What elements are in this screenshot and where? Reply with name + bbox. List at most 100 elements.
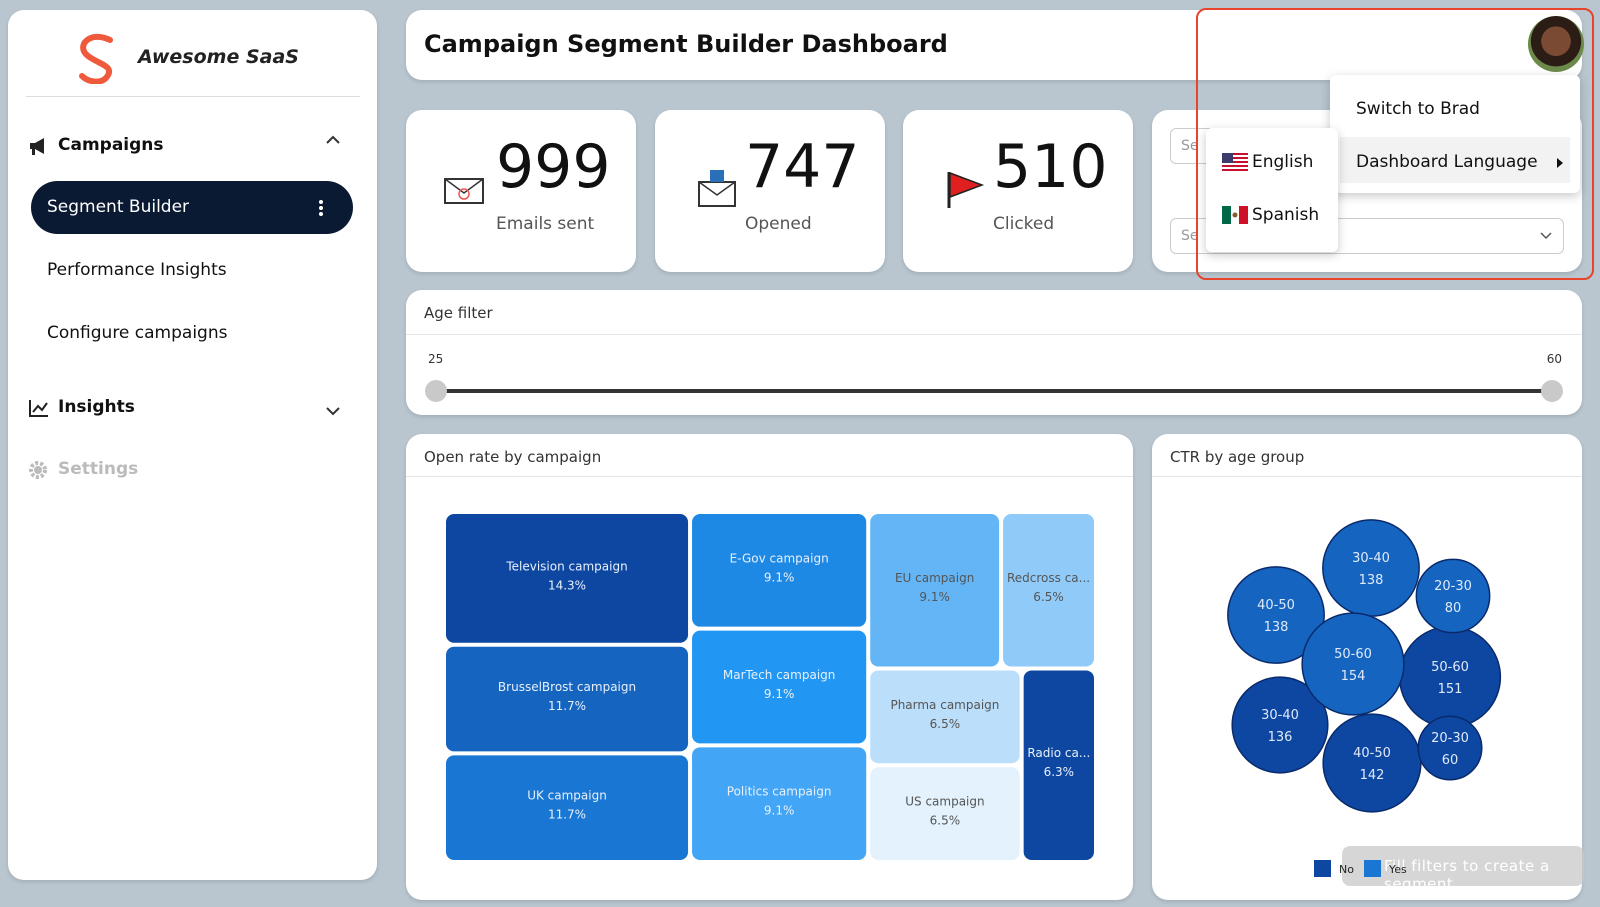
bubble — [1398, 625, 1502, 729]
kpi-card: 510 Clicked — [903, 110, 1133, 272]
select-chevron[interactable] — [1540, 232, 1552, 240]
cell-label: US campaign — [905, 795, 984, 809]
kpi-value: 999 — [496, 132, 611, 202]
kpi-card: 747 Opened — [655, 110, 885, 272]
card-title: CTR by age group — [1170, 448, 1305, 466]
select[interactable]: Se — [1170, 218, 1564, 254]
kpi-label: Clicked — [993, 214, 1055, 234]
nav-performance[interactable]: Performance Insights — [47, 260, 227, 280]
bubble-value: 142 — [1360, 768, 1385, 783]
chevron-down[interactable] — [326, 406, 340, 416]
nav-segment-builder[interactable]: Segment Builder — [47, 197, 190, 217]
cell-value: 6.5% — [930, 717, 961, 731]
bubble-label: 20-30 — [1434, 579, 1472, 594]
nav-insights[interactable]: Insights — [58, 397, 135, 417]
user-menu: Switch to Brad Dashboard Language — [1330, 75, 1580, 193]
menu-item[interactable]: Switch to Brad — [1356, 99, 1480, 119]
bubble — [1417, 715, 1483, 781]
flag-icon — [947, 171, 985, 208]
bubble-label: 20-30 — [1431, 731, 1469, 746]
toast: Fill filters to create a segment — [1342, 846, 1584, 893]
bubble-value: 136 — [1268, 730, 1293, 745]
menu-item[interactable]: Dashboard Language — [1356, 152, 1538, 172]
cell-label: Radio ca... — [1027, 746, 1090, 760]
insights-icon — [29, 400, 48, 417]
treemap-cell — [692, 630, 867, 744]
header: Campaign Segment Builder Dashboard — [406, 10, 1582, 80]
sidebar: Awesome SaaS Campaigns Segment Builder P… — [8, 10, 377, 880]
bubble-value: 80 — [1445, 601, 1462, 616]
cell-value: 11.7% — [548, 699, 586, 713]
kpi-label: Opened — [745, 214, 812, 234]
cell-label: BrusselBrost campaign — [498, 680, 636, 694]
bubble-value: 151 — [1438, 682, 1463, 697]
treemap-cell — [870, 670, 1020, 764]
treemap-cell — [870, 514, 1000, 667]
cell-value: 9.1% — [764, 687, 795, 701]
bubble — [1415, 558, 1491, 634]
bubble — [1231, 676, 1329, 774]
treemap-cell — [1003, 514, 1094, 667]
bubble-label: 30-40 — [1352, 551, 1390, 566]
slider-handle[interactable] — [425, 380, 447, 402]
treemap-cell — [446, 755, 689, 860]
nav-active[interactable]: Segment Builder — [31, 181, 353, 234]
bubble — [1301, 612, 1405, 716]
slider-handle[interactable] — [1541, 380, 1563, 402]
bubble-label: 40-50 — [1353, 746, 1391, 761]
flag-mx — [1222, 206, 1248, 224]
bubble-value: 138 — [1264, 620, 1289, 635]
bubble-label: 30-40 — [1261, 708, 1299, 723]
cell-label: MarTech campaign — [723, 668, 836, 682]
treemap-cell — [446, 514, 689, 643]
cell-value: 11.7% — [548, 808, 586, 822]
cell-value: 6.5% — [1033, 590, 1064, 604]
legend-label: No — [1339, 863, 1354, 876]
card-title: Age filter — [424, 304, 493, 322]
kpi-value: 747 — [745, 132, 860, 202]
cell-value: 6.3% — [1044, 765, 1075, 779]
divider — [1152, 476, 1582, 477]
treemap-cell — [870, 767, 1020, 860]
slider-track — [436, 389, 1552, 393]
menu-item-hover[interactable] — [1340, 137, 1570, 183]
cell-label: Redcross ca... — [1007, 571, 1090, 585]
kpi-card: 999 Emails sent — [406, 110, 636, 272]
bubble-label: 50-60 — [1334, 647, 1372, 662]
bubble — [1322, 713, 1422, 813]
user-avatar[interactable] — [1528, 16, 1584, 72]
divider — [406, 476, 1133, 477]
bubble-value: 60 — [1442, 753, 1459, 768]
nav-settings[interactable]: Settings — [58, 459, 139, 479]
language-option[interactable]: Spanish — [1252, 205, 1320, 225]
language-option[interactable]: English — [1252, 152, 1314, 172]
cell-label: Pharma campaign — [890, 698, 999, 712]
cell-label: UK campaign — [527, 789, 607, 803]
range-min: 25 — [428, 352, 444, 366]
cell-value: 6.5% — [930, 814, 961, 828]
bubble-value: 138 — [1359, 573, 1384, 588]
chevron-up[interactable] — [326, 135, 340, 145]
cell-value: 14.3% — [548, 578, 586, 592]
nav-configure[interactable]: Configure campaigns — [47, 323, 228, 343]
cell-label: Television campaign — [505, 559, 627, 573]
cell-value: 9.1% — [764, 570, 795, 584]
bubble-label: 40-50 — [1257, 598, 1295, 613]
treemap-cell — [1023, 670, 1094, 860]
opened-icon — [698, 170, 736, 207]
kpi-value: 510 — [993, 132, 1108, 202]
more-icon[interactable] — [318, 198, 324, 218]
legend-swatch — [1314, 860, 1331, 877]
cell-label: Politics campaign — [727, 785, 832, 799]
nav-campaigns[interactable]: Campaigns — [58, 135, 164, 155]
page-title: Campaign Segment Builder Dashboard — [424, 30, 948, 58]
highlight-box — [1196, 8, 1594, 280]
cell-label: EU campaign — [895, 571, 974, 585]
kpi-label: Emails sent — [496, 214, 595, 234]
treemap-cell — [446, 646, 689, 752]
settings-icon — [29, 461, 47, 479]
brand-name: Awesome SaaS — [138, 46, 299, 68]
cell-value: 9.1% — [919, 590, 950, 604]
